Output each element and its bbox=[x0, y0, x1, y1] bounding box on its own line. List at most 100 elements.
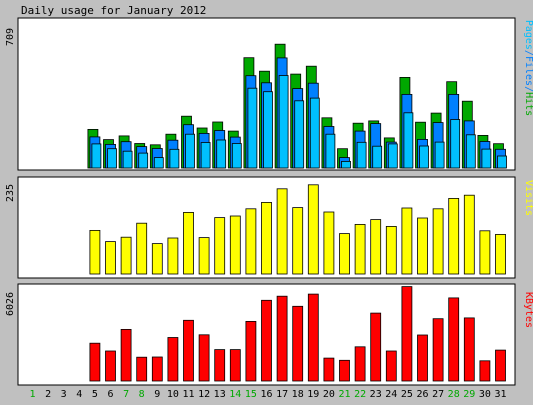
day-label-25: 25 bbox=[401, 389, 413, 400]
pages-bar-day-31 bbox=[497, 155, 507, 169]
pages-files-hits-label: Pages/Files/Hits bbox=[523, 20, 533, 116]
kbytes-bar-day-10 bbox=[167, 337, 179, 382]
day-label-18: 18 bbox=[292, 389, 304, 400]
visits-bar-day-14 bbox=[229, 215, 241, 275]
pages-bar-day-25 bbox=[403, 112, 414, 169]
kbytes-bar-day-18 bbox=[292, 305, 304, 382]
pages-bar-day-12 bbox=[200, 142, 211, 169]
pages-bar-day-9 bbox=[153, 157, 164, 169]
day-label-4: 4 bbox=[76, 389, 82, 400]
kbytes-bar-day-21 bbox=[339, 359, 350, 382]
label-segment: Files bbox=[523, 56, 533, 86]
pages-bar-day-24 bbox=[387, 143, 398, 169]
visits-bar-day-26 bbox=[417, 217, 428, 275]
kbytes-bar-day-13 bbox=[214, 349, 226, 382]
day-label-16: 16 bbox=[260, 389, 272, 400]
kbytes-bar-day-31 bbox=[495, 349, 506, 382]
visits-bar-day-13 bbox=[214, 217, 226, 275]
day-label-27: 27 bbox=[432, 389, 444, 400]
label-segment: Pages bbox=[523, 20, 533, 50]
kbytes-bar-day-22 bbox=[354, 346, 366, 382]
visits-bar-day-22 bbox=[354, 223, 366, 275]
pages-bar-day-16 bbox=[263, 91, 273, 169]
day-label-30: 30 bbox=[479, 389, 491, 400]
kbytes-bar-day-11 bbox=[183, 319, 194, 382]
visits-bar-day-5 bbox=[89, 229, 101, 275]
pages-bar-day-8 bbox=[138, 152, 149, 169]
kbytes-bar-day-27 bbox=[432, 318, 444, 382]
visits-bar-day-23 bbox=[370, 219, 382, 275]
visits-bar-day-31 bbox=[495, 233, 506, 275]
kbytes-bar-day-26 bbox=[417, 334, 428, 382]
visits-bar-day-28 bbox=[448, 197, 460, 275]
day-label-7: 7 bbox=[123, 389, 129, 400]
visits-bars bbox=[89, 184, 506, 275]
kbytes-bar-day-9 bbox=[151, 356, 163, 382]
pages-bar-day-21 bbox=[341, 160, 351, 169]
kbytes-bars bbox=[89, 286, 506, 382]
pages-bar-day-28 bbox=[450, 119, 461, 169]
kbytes-bar-day-28 bbox=[448, 297, 460, 382]
visits-bar-day-10 bbox=[167, 237, 179, 275]
day-label-9: 9 bbox=[154, 389, 160, 400]
day-label-21: 21 bbox=[338, 389, 350, 400]
day-label-20: 20 bbox=[323, 389, 335, 400]
visits-bar-day-6 bbox=[105, 241, 116, 275]
visits-bar-day-15 bbox=[245, 208, 257, 275]
day-label-31: 31 bbox=[494, 389, 506, 400]
day-label-24: 24 bbox=[385, 389, 397, 400]
kbytes-bar-day-23 bbox=[370, 312, 382, 382]
kbytes-bar-day-7 bbox=[120, 328, 132, 382]
kbytes-bar-day-6 bbox=[105, 350, 116, 382]
visits-bar-day-21 bbox=[339, 233, 350, 275]
day-label-5: 5 bbox=[92, 389, 98, 400]
label-segment: Hits bbox=[523, 92, 533, 116]
hits-files-pages-bars bbox=[87, 43, 507, 169]
kbytes-bar-day-8 bbox=[136, 356, 148, 382]
pages-bar-day-27 bbox=[434, 141, 445, 169]
pages-bar-day-7 bbox=[122, 150, 133, 169]
day-label-8: 8 bbox=[139, 389, 145, 400]
label-segment: / bbox=[523, 50, 533, 56]
pages-bar-day-17 bbox=[278, 75, 289, 169]
day-label-10: 10 bbox=[167, 389, 179, 400]
kbytes-bar-day-19 bbox=[307, 293, 319, 382]
visits-bar-day-25 bbox=[401, 207, 413, 275]
day-label-23: 23 bbox=[370, 389, 382, 400]
visits-bar-day-12 bbox=[198, 237, 210, 275]
x-axis-day-labels: 1 2 3 4 5 6 7 8 9 10 11 12 13 14 15 16 17 18 19 20 21 22 23 24 2… bbox=[29, 389, 506, 400]
day-label-17: 17 bbox=[276, 389, 288, 400]
pages-bar-day-10 bbox=[169, 148, 180, 169]
visits-bar-day-19 bbox=[307, 184, 319, 275]
visits-bar-day-7 bbox=[120, 236, 132, 275]
day-label-22: 22 bbox=[354, 389, 366, 400]
day-label-12: 12 bbox=[198, 389, 210, 400]
pages-bar-day-15 bbox=[247, 87, 258, 169]
pages-bar-day-5 bbox=[91, 143, 102, 169]
y-max-labels: 709 235 6026 bbox=[5, 28, 16, 316]
day-label-1: 1 bbox=[29, 389, 35, 400]
pages-bar-day-19 bbox=[309, 97, 320, 169]
day-label-6: 6 bbox=[107, 389, 113, 400]
day-label-3: 3 bbox=[61, 389, 67, 400]
visits-bar-day-24 bbox=[385, 225, 397, 275]
visits-bar-day-29 bbox=[463, 194, 475, 275]
pages-bar-day-18 bbox=[294, 100, 305, 169]
pages-bar-day-13 bbox=[216, 139, 227, 169]
visits-label: Visits bbox=[523, 180, 533, 216]
kbytes-label: KBytes bbox=[523, 292, 533, 328]
visits-bar-day-30 bbox=[479, 230, 491, 275]
visits-bar-day-17 bbox=[276, 188, 288, 275]
pages-bar-day-20 bbox=[325, 133, 336, 169]
pages-bar-day-26 bbox=[419, 145, 429, 169]
kbytes-bar-day-24 bbox=[385, 350, 397, 382]
kbytes-bar-day-5 bbox=[89, 342, 101, 382]
pages-bar-day-30 bbox=[481, 148, 492, 169]
day-label-19: 19 bbox=[307, 389, 319, 400]
day-label-2: 2 bbox=[45, 389, 51, 400]
day-label-14: 14 bbox=[229, 389, 241, 400]
kbytes-bar-day-30 bbox=[479, 360, 491, 382]
